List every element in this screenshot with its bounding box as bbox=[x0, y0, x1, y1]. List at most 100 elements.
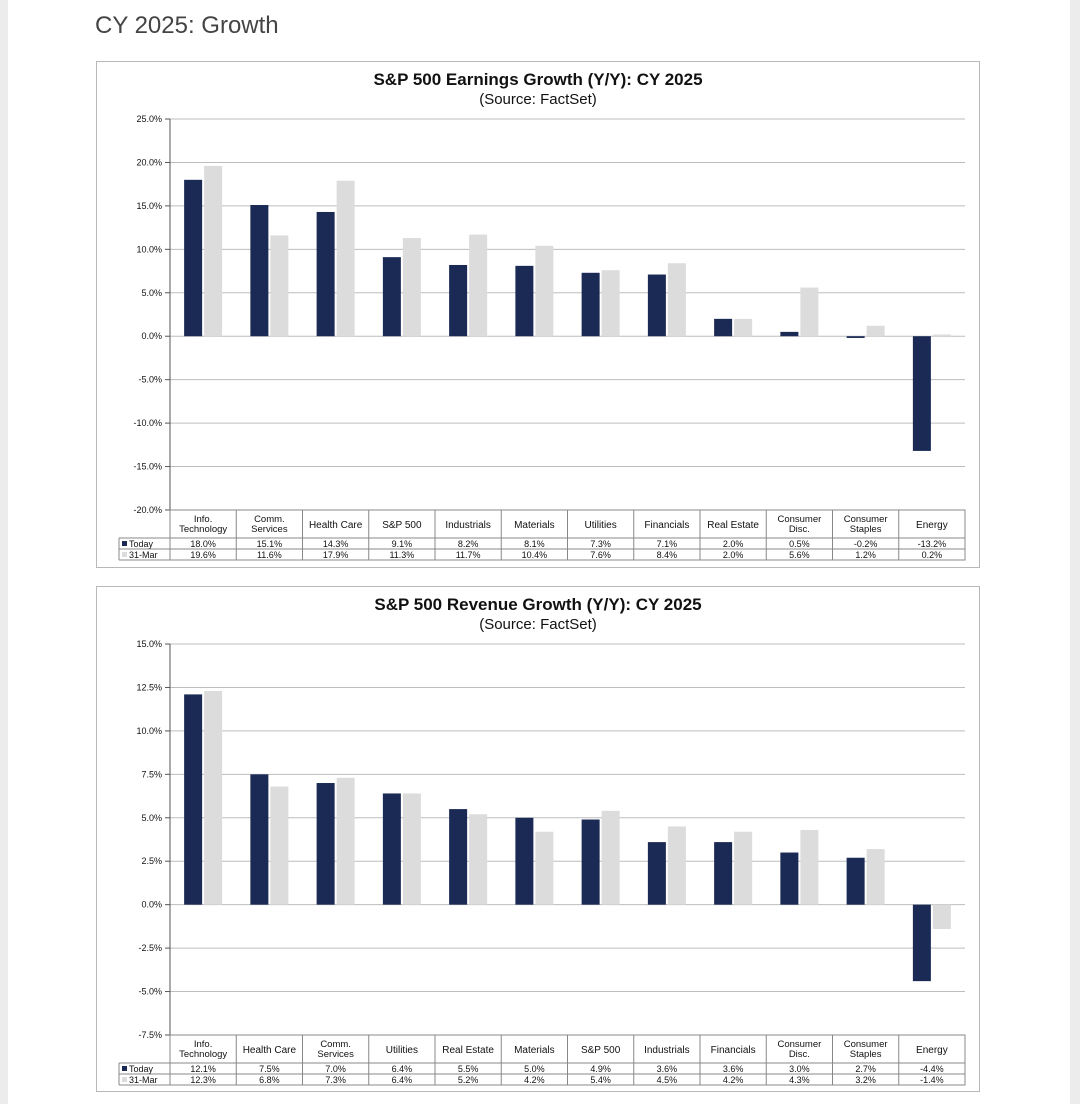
earnings-y-tick-label: -5.0% bbox=[138, 375, 162, 385]
revenue-category-label: Staples bbox=[850, 1049, 882, 1060]
earnings-y-tick-label: 5.0% bbox=[141, 288, 162, 298]
revenue-bar-today bbox=[912, 904, 931, 982]
earnings-data-label: 7.1% bbox=[657, 539, 678, 549]
revenue-category-label: Consumer bbox=[844, 1039, 888, 1050]
revenue-data-label: 4.2% bbox=[723, 1075, 744, 1085]
revenue-data-label: 3.6% bbox=[657, 1064, 678, 1074]
revenue-data-label: 12.3% bbox=[190, 1075, 216, 1085]
revenue-data-label: 6.4% bbox=[392, 1064, 413, 1074]
revenue-y-tick-label: -2.5% bbox=[138, 943, 162, 953]
earnings-data-label: -13.2% bbox=[918, 539, 947, 549]
earnings-legend-label: 31-Mar bbox=[129, 550, 158, 560]
revenue-chart-title: S&P 500 Revenue Growth (Y/Y): CY 2025 bbox=[374, 595, 701, 614]
earnings-growth-chart-svg: S&P 500 Earnings Growth (Y/Y): CY 2025 (S… bbox=[118, 70, 966, 561]
revenue-data-label: 3.0% bbox=[789, 1064, 810, 1074]
document-page: CY 2025: Growth S&P 500 Earnings Growth … bbox=[8, 0, 1070, 1104]
revenue-legend-label: 31-Mar bbox=[129, 1075, 158, 1085]
earnings-bar-prior bbox=[469, 234, 488, 337]
earnings-y-tick-label: 25.0% bbox=[136, 114, 162, 124]
revenue-category-label: Financials bbox=[711, 1045, 756, 1056]
earnings-data-label: 17.9% bbox=[323, 550, 349, 560]
earnings-bar-prior bbox=[402, 238, 421, 337]
revenue-y-tick-label: 5.0% bbox=[141, 813, 162, 823]
revenue-data-label: 7.0% bbox=[325, 1064, 346, 1074]
revenue-bar-today bbox=[846, 857, 865, 905]
revenue-category-label: Technology bbox=[179, 1049, 227, 1060]
revenue-y-tick-label: 12.5% bbox=[136, 682, 162, 692]
earnings-data-label: 19.6% bbox=[190, 550, 216, 560]
revenue-data-label: 6.8% bbox=[259, 1075, 280, 1085]
revenue-data-label: 2.7% bbox=[855, 1064, 876, 1074]
revenue-data-label: 7.5% bbox=[259, 1064, 280, 1074]
revenue-legend-label: Today bbox=[129, 1064, 154, 1074]
earnings-category-label: Consumer bbox=[777, 514, 821, 525]
earnings-data-label: 15.1% bbox=[257, 539, 283, 549]
revenue-bar-prior bbox=[667, 826, 686, 905]
revenue-category-label: Materials bbox=[514, 1045, 555, 1056]
earnings-data-label: 2.0% bbox=[723, 539, 744, 549]
revenue-data-label: 6.4% bbox=[392, 1075, 413, 1085]
revenue-category-label: Real Estate bbox=[442, 1045, 494, 1056]
earnings-y-tick-label: -15.0% bbox=[133, 462, 162, 472]
revenue-data-label: -1.4% bbox=[920, 1075, 944, 1085]
revenue-bar-prior bbox=[734, 831, 753, 905]
earnings-bar-today bbox=[184, 179, 203, 337]
revenue-y-tick-label: 2.5% bbox=[141, 856, 162, 866]
earnings-data-label: 8.4% bbox=[657, 550, 678, 560]
earnings-category-label: Info. bbox=[194, 514, 213, 525]
earnings-bar-prior bbox=[800, 287, 819, 337]
revenue-legend-swatch bbox=[122, 1077, 127, 1082]
revenue-bar-prior bbox=[535, 831, 554, 905]
revenue-data-label: 4.3% bbox=[789, 1075, 810, 1085]
earnings-bar-today bbox=[316, 211, 335, 337]
revenue-bar-prior bbox=[204, 690, 223, 905]
earnings-bar-prior bbox=[601, 270, 620, 337]
earnings-bar-today bbox=[449, 264, 468, 337]
earnings-category-label: Real Estate bbox=[707, 520, 759, 531]
earnings-category-label: Disc. bbox=[789, 524, 810, 535]
revenue-category-label: S&P 500 bbox=[581, 1045, 621, 1056]
earnings-data-label: 11.3% bbox=[389, 550, 414, 560]
earnings-category-label: Industrials bbox=[445, 520, 491, 531]
earnings-y-tick-label: 15.0% bbox=[136, 201, 162, 211]
earnings-category-label: Materials bbox=[514, 520, 555, 531]
earnings-category-label: S&P 500 bbox=[382, 520, 422, 531]
earnings-chart-title: S&P 500 Earnings Growth (Y/Y): CY 2025 bbox=[373, 70, 702, 89]
revenue-bar-today bbox=[647, 842, 666, 905]
revenue-bar-today bbox=[250, 774, 269, 905]
earnings-bar-today bbox=[714, 318, 733, 337]
revenue-data-label: 4.9% bbox=[590, 1064, 611, 1074]
earnings-data-label: 0.2% bbox=[922, 550, 943, 560]
earnings-category-label: Services bbox=[251, 524, 288, 535]
earnings-bar-today bbox=[780, 331, 799, 337]
revenue-category-label: Energy bbox=[916, 1045, 948, 1056]
revenue-chart-subtitle: (Source: FactSet) bbox=[479, 616, 597, 633]
revenue-y-tick-label: 0.0% bbox=[141, 900, 162, 910]
revenue-bar-today bbox=[449, 809, 468, 905]
earnings-data-label: 9.1% bbox=[392, 539, 413, 549]
earnings-bar-today bbox=[846, 336, 865, 338]
revenue-category-label: Info. bbox=[194, 1039, 213, 1050]
revenue-bar-today bbox=[714, 842, 733, 905]
earnings-bar-today bbox=[912, 336, 931, 451]
earnings-data-label: 14.3% bbox=[323, 539, 349, 549]
page-title: CY 2025: Growth bbox=[95, 12, 279, 39]
earnings-y-tick-label: -10.0% bbox=[133, 418, 162, 428]
revenue-data-label: 5.4% bbox=[590, 1075, 611, 1085]
earnings-bar-prior bbox=[535, 245, 554, 337]
revenue-bar-prior bbox=[402, 793, 421, 905]
revenue-data-label: 3.6% bbox=[723, 1064, 744, 1074]
earnings-category-label: Consumer bbox=[844, 514, 888, 525]
revenue-data-label: 5.5% bbox=[458, 1064, 479, 1074]
earnings-bar-prior bbox=[336, 180, 355, 337]
earnings-data-label: 7.3% bbox=[590, 539, 611, 549]
revenue-bar-prior bbox=[336, 777, 355, 905]
revenue-data-label: 5.0% bbox=[524, 1064, 545, 1074]
revenue-category-label: Health Care bbox=[243, 1045, 297, 1056]
earnings-data-label: 8.1% bbox=[524, 539, 545, 549]
earnings-y-tick-label: 20.0% bbox=[136, 157, 162, 167]
earnings-category-label: Staples bbox=[850, 524, 882, 535]
earnings-bar-prior bbox=[270, 235, 289, 337]
revenue-category-label: Utilities bbox=[386, 1045, 418, 1056]
earnings-data-label: 1.2% bbox=[855, 550, 876, 560]
